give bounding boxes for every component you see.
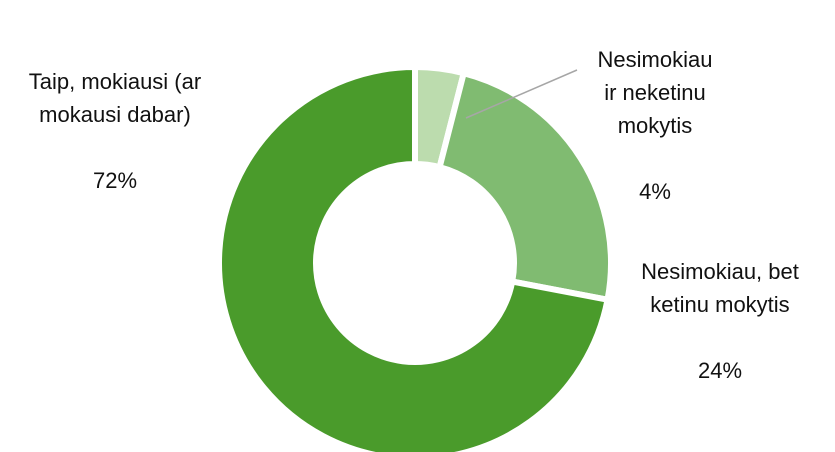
category-label: Nesimokiau, bet ketinu mokytis: [641, 259, 799, 317]
slice-label: Taip, mokiausi (ar mokausi dabar) 72%: [0, 32, 230, 230]
slice-label: Nesimokiau ir neketinu mokytis 4%: [540, 10, 770, 241]
donut-slice: [435, 69, 614, 304]
value-label: 24%: [697, 358, 743, 383]
leader-line: [465, 69, 578, 119]
value-label: 72%: [92, 168, 138, 193]
category-label: Taip, mokiausi (ar mokausi dabar): [28, 69, 202, 127]
category-label: Nesimokiau ir neketinu mokytis: [597, 47, 713, 138]
donut-slice: [216, 63, 612, 452]
slice-label: Nesimokiau, bet ketinu mokytis 24%: [605, 222, 835, 420]
value-label: 4%: [639, 179, 671, 204]
